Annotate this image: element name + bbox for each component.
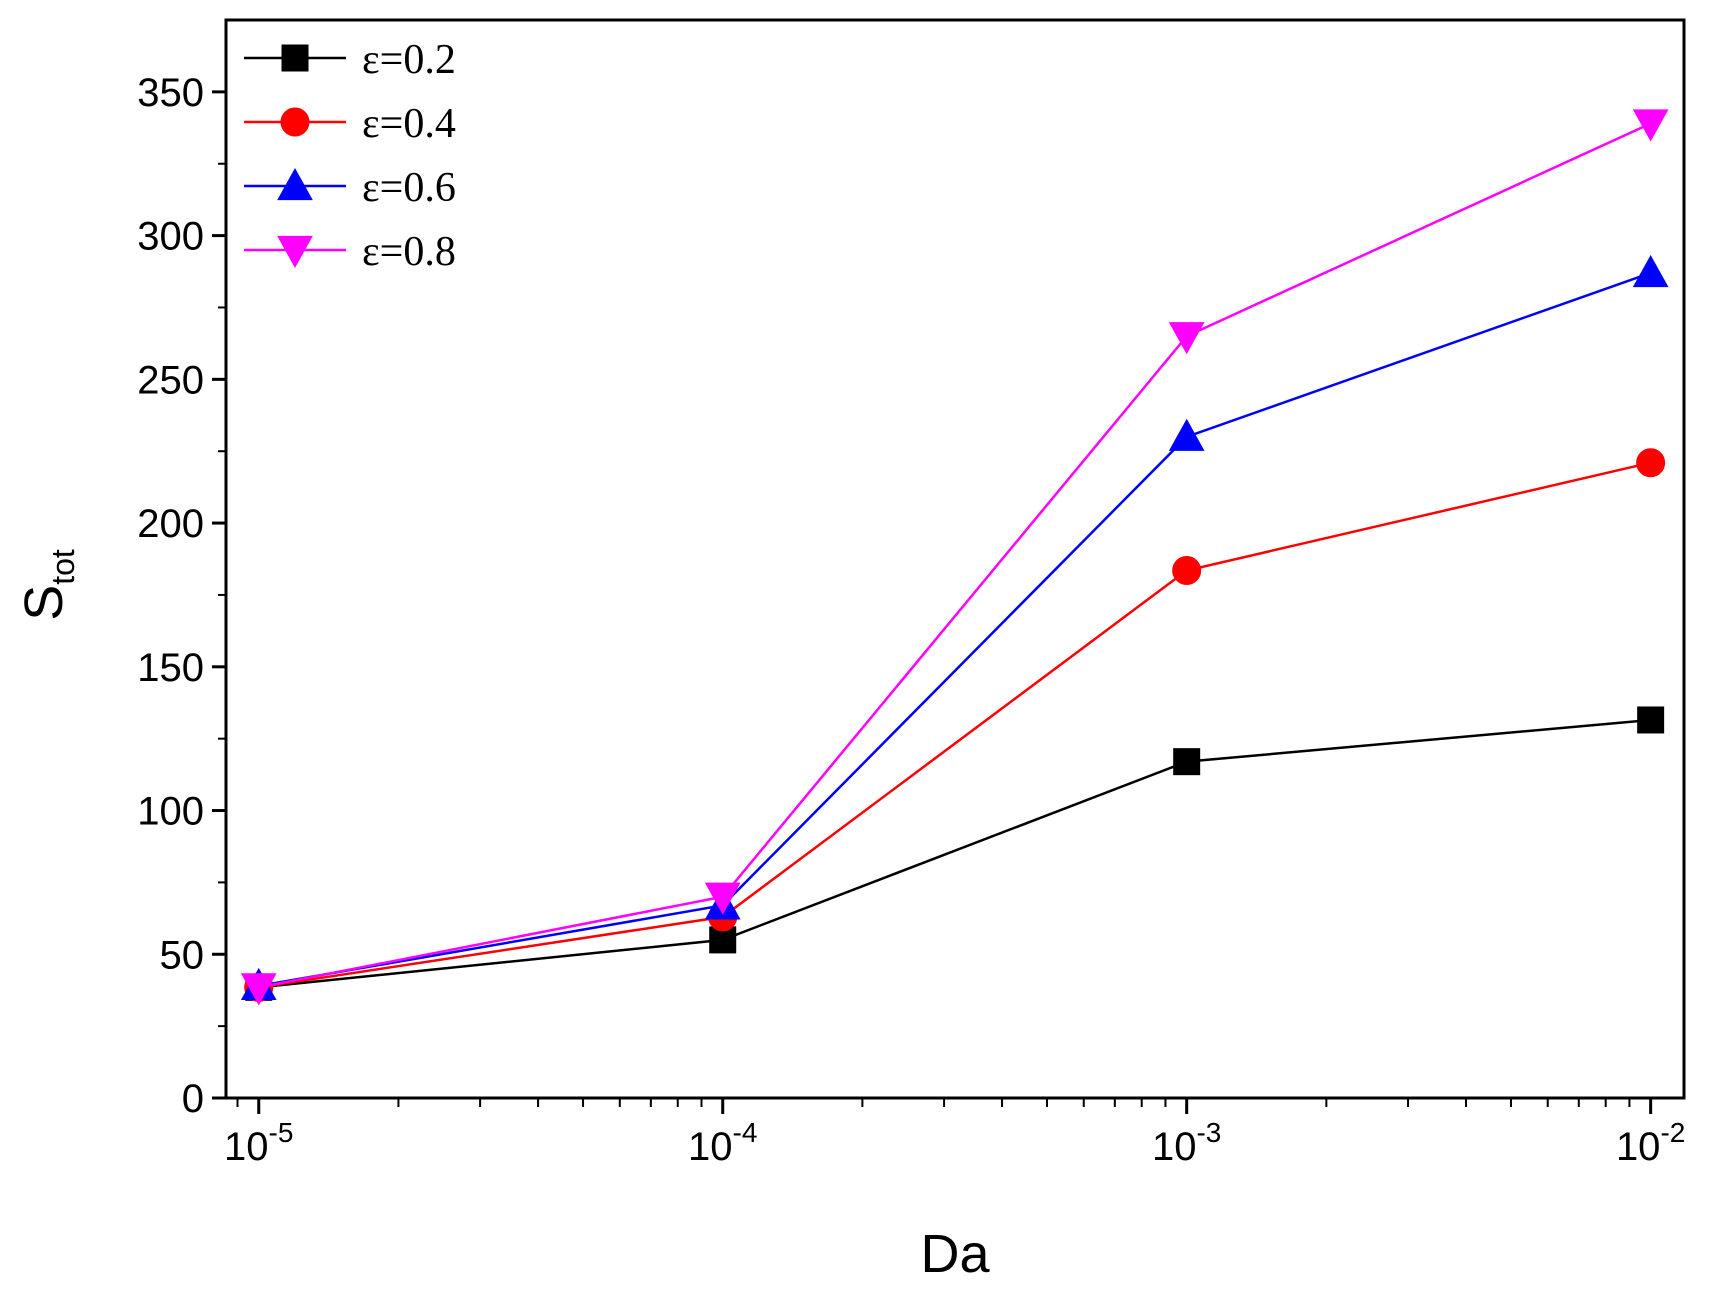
x-tick-base: 10 [1616,1125,1661,1169]
y-tick-label: 50 [160,933,205,977]
y-tick-label: 350 [137,71,204,115]
y-tick-label: 0 [182,1077,204,1121]
legend-label: ε=0.2 [362,37,456,83]
series-line [258,122,1652,989]
x-tick-label: 10-3 [1152,1117,1221,1169]
y-tick-label: 250 [137,358,204,402]
x-tick-label: 10-4 [688,1117,757,1169]
legend-item: ε=0.2 [244,37,456,83]
legend-label: ε=0.8 [362,229,456,275]
data-point [1636,448,1666,478]
legend-item: ε=0.6 [244,165,456,211]
x-axis: 10-5 10-4 10-3 10-2 [224,1098,1685,1169]
y-tick-label: 150 [137,646,204,690]
legend-marker [281,44,309,72]
legend-label: ε=0.4 [362,101,456,147]
x-tick-label: 10-5 [224,1117,293,1169]
legend-item: ε=0.8 [244,229,456,275]
y-axis: 0 50 100 150 200 250 300 350 [137,71,226,1121]
series-line [258,461,1651,989]
y-axis-label-main: S [14,585,74,621]
series-3 [240,254,1669,1000]
series-2 [244,448,1666,1002]
x-tick-exponent: -2 [1660,1117,1685,1148]
x-tick-exponent: -4 [733,1117,758,1148]
y-tick-label: 100 [137,790,204,834]
x-tick-base: 10 [224,1125,269,1169]
legend-item: ε=0.4 [244,101,456,147]
data-point [1173,748,1201,776]
y-axis-label: Stot [14,549,81,621]
x-tick-base: 10 [1152,1125,1197,1169]
legend-marker [277,167,313,201]
series-4 [240,109,1669,1006]
series-line [258,718,1651,989]
data-point [1632,254,1669,288]
x-tick-label: 10-2 [1616,1117,1685,1169]
legend: ε=0.2 ε=0.4 ε=0.6 ε=0.8 [244,37,456,275]
y-tick-label: 300 [137,215,204,259]
x-tick-exponent: -5 [269,1117,294,1148]
x-tick-exponent: -3 [1196,1117,1221,1148]
data-point [1168,418,1205,451]
legend-marker [280,107,310,137]
data-point [1632,109,1669,142]
legend-label: ε=0.6 [362,165,456,211]
data-point [704,882,741,915]
data-point [1172,555,1202,585]
x-tick-base: 10 [688,1125,733,1169]
series-layer [240,109,1669,1006]
data-point [240,973,277,1006]
data-point [1637,706,1665,734]
series-line [258,271,1652,988]
y-axis-label-sub: tot [45,549,81,585]
x-axis-label: Da [920,1224,990,1284]
y-tick-label: 200 [137,502,204,546]
plot-frame [224,18,1686,1100]
legend-marker [277,235,313,269]
data-point [1168,322,1205,355]
